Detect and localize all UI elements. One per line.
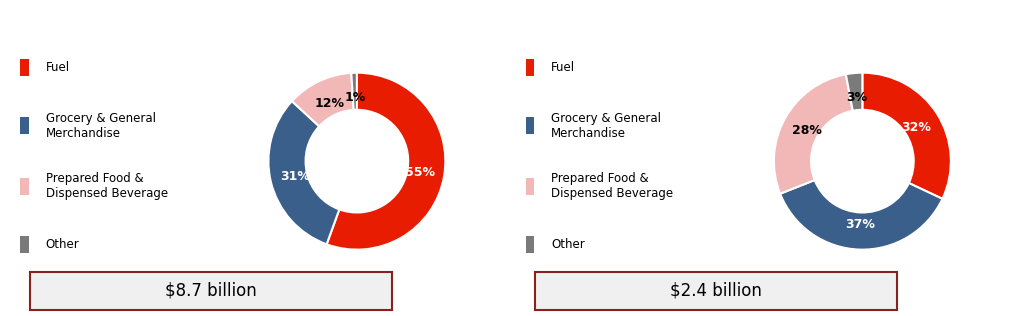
Wedge shape [846,73,862,111]
Wedge shape [780,180,942,250]
Bar [20,117,28,134]
Text: Revenue: Revenue [163,13,259,32]
Text: Fuel: Fuel [551,61,575,74]
Bar [526,178,534,195]
Text: Prepared Food &
Dispensed Beverage: Prepared Food & Dispensed Beverage [45,172,168,200]
Text: 37%: 37% [845,218,876,231]
Text: 1%: 1% [344,91,366,104]
Text: Grocery & General
Merchandise: Grocery & General Merchandise [551,112,661,140]
Bar [20,236,28,253]
Wedge shape [862,73,951,199]
Text: 3%: 3% [846,91,867,104]
Text: Other: Other [551,238,585,251]
Text: 31%: 31% [280,170,310,183]
Text: 28%: 28% [792,124,822,137]
Text: 32%: 32% [901,120,931,134]
Bar [526,117,534,134]
Bar [20,178,28,195]
Wedge shape [292,73,354,126]
Bar [20,59,28,76]
Text: $2.4 billion: $2.4 billion [670,282,762,300]
Text: Gross Profit: Gross Profit [651,13,782,32]
Wedge shape [773,74,852,194]
Wedge shape [351,73,357,110]
Text: Other: Other [45,238,80,251]
Bar [526,59,534,76]
Text: Fuel: Fuel [45,61,70,74]
Wedge shape [327,73,446,250]
Text: 55%: 55% [404,166,435,179]
Text: $8.7 billion: $8.7 billion [165,282,257,300]
Bar [526,236,534,253]
Text: 12%: 12% [314,97,345,110]
Text: Grocery & General
Merchandise: Grocery & General Merchandise [45,112,156,140]
Wedge shape [268,101,340,244]
Text: Prepared Food &
Dispensed Beverage: Prepared Food & Dispensed Beverage [551,172,673,200]
